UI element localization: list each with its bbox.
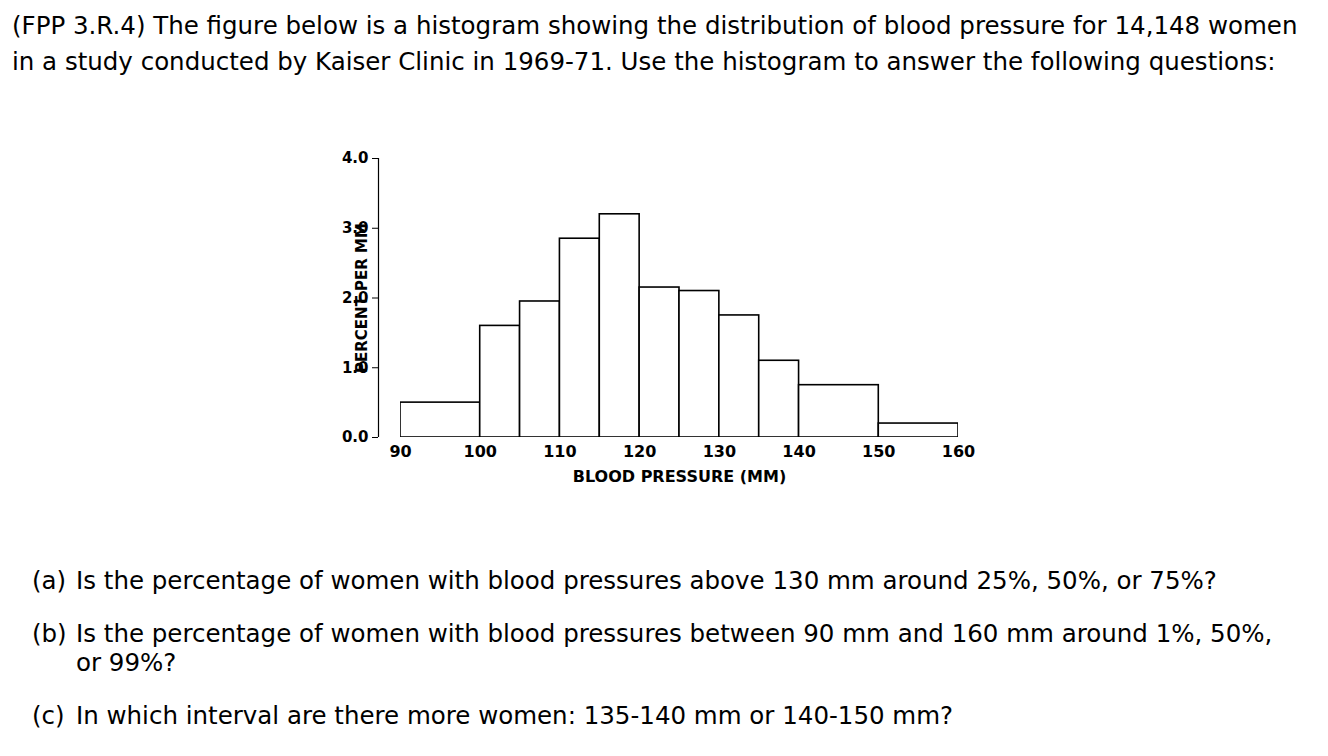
svg-text:BLOOD PRESSURE (MM): BLOOD PRESSURE (MM) bbox=[573, 467, 786, 486]
svg-text:120: 120 bbox=[623, 442, 656, 461]
html-text:(b) Is the percentage of women: (b) Is the percentage of women with bloo… bbox=[32, 619, 1273, 677]
svg-text:4.0: 4.0 bbox=[342, 149, 369, 167]
svg-text:0.0: 0.0 bbox=[342, 428, 369, 446]
html-text:(c): (c) bbox=[32, 701, 65, 730]
html-text:(a) Is the percentage of women: (a) Is the percentage of women with bloo… bbox=[32, 566, 1217, 595]
svg-text:150: 150 bbox=[862, 442, 895, 461]
svg-text:140: 140 bbox=[782, 442, 815, 461]
html-text:In which interval are there mo: In which interval are there more women: … bbox=[76, 701, 954, 730]
svg-text:100: 100 bbox=[464, 442, 497, 461]
svg-text:90: 90 bbox=[389, 442, 411, 461]
html-text:(FPP 3.R.4) The figure below i: (FPP 3.R.4) The figure below is a histog… bbox=[12, 11, 1298, 76]
svg-text:110: 110 bbox=[543, 442, 576, 461]
svg-text:PERCENT PER MM: PERCENT PER MM bbox=[353, 223, 371, 373]
svg-text:130: 130 bbox=[703, 442, 736, 461]
svg-text:160: 160 bbox=[942, 442, 975, 461]
